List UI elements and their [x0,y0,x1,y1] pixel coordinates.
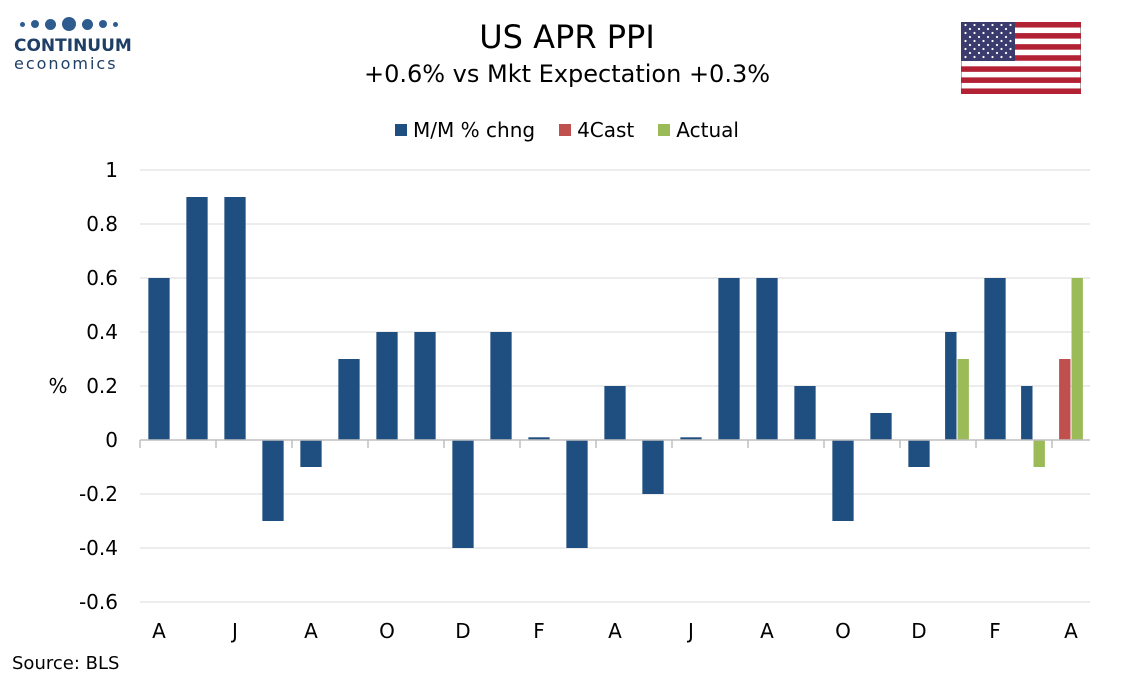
mm-bar [148,278,170,440]
mm-bar [338,359,360,440]
logo-dots-icon [20,14,134,34]
mm-bar [680,437,702,440]
company-logo: CONTINUUM economics [14,14,134,73]
4cast-bar [1059,359,1071,440]
actual-bar [1071,278,1083,440]
mm-bar [870,413,892,440]
mm-bar [984,278,1006,440]
x-tick-label: A [1064,619,1078,643]
mm-bar [262,440,284,521]
mm-bar [376,332,398,440]
legend-item-4cast: 4Cast [559,118,634,142]
actual-bar [957,359,969,440]
y-tick-label: 0.6 [86,266,118,290]
x-tick-label: J [686,619,694,643]
mm-bar [1021,386,1033,440]
x-tick-label: F [533,619,545,643]
legend-label-actual: Actual [676,118,739,142]
chart-legend: M/M % chng 4Cast Actual [0,118,1134,142]
logo-subtitle: economics [14,54,118,73]
mm-bar [718,278,740,440]
mm-bar [756,278,778,440]
mm-bar [604,386,626,440]
y-tick-label: 0.8 [86,212,118,236]
legend-item-mm: M/M % chng [395,118,535,142]
mm-bar [642,440,664,494]
x-tick-label: J [230,619,238,643]
mm-bar [528,437,550,440]
x-tick-label: A [152,619,166,643]
y-tick-label: 0.2 [86,374,118,398]
chart-subtitle: +0.6% vs Mkt Expectation +0.3% [363,60,771,88]
mm-bar [452,440,474,548]
y-tick-label: -0.4 [79,536,118,560]
mm-bar [224,197,246,440]
x-tick-label: O [379,619,395,643]
source-note: Source: BLS [12,653,120,674]
mm-bar [414,332,436,440]
x-tick-label: A [608,619,622,643]
x-tick-label: O [835,619,851,643]
mm-bar [832,440,854,521]
y-tick-label: -0.6 [79,590,118,614]
us-flag-icon [961,22,1081,94]
mm-bar [794,386,816,440]
logo-name: CONTINUUM [14,36,132,56]
legend-swatch-4cast [559,124,572,136]
legend-swatch-actual [658,124,671,136]
y-tick-label: 0.4 [86,320,118,344]
legend-label-4cast: 4Cast [577,118,635,142]
x-tick-label: D [911,619,926,643]
mm-bar [945,332,957,440]
mm-bar [908,440,930,467]
y-tick-label: -0.2 [79,482,118,506]
legend-label-mm: M/M % chng [413,118,536,142]
legend-swatch-mm [395,124,408,136]
x-tick-label: A [304,619,318,643]
x-tick-label: A [760,619,774,643]
chart-title: US APR PPI [479,18,655,56]
x-tick-label: D [455,619,470,643]
mm-bar [566,440,588,548]
y-tick-label: 0 [105,428,118,452]
y-tick-label: 1 [105,158,118,182]
mm-bar [490,332,512,440]
actual-bar [1033,440,1045,467]
y-axis-label: % [48,374,67,398]
x-tick-label: F [989,619,1001,643]
legend-item-actual: Actual [658,118,739,142]
mm-bar [300,440,322,467]
mm-bar [186,197,208,440]
